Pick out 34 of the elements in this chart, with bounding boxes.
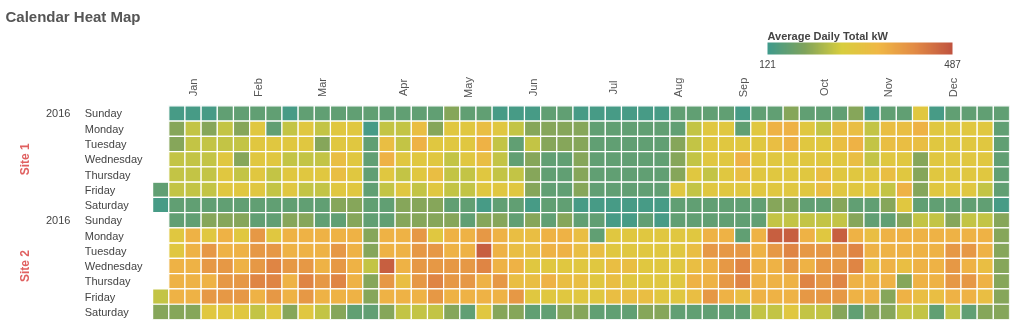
x-tick-label: Mar <box>316 77 329 97</box>
x-tick-label: Apr <box>397 78 410 97</box>
x-tick-label: Jan <box>187 78 200 97</box>
y-tick-label: Wednesday <box>84 153 144 166</box>
y-tick-label: Tuesday <box>84 244 127 257</box>
x-tick-label: Nov <box>882 77 895 98</box>
y-tick-label: Thursday <box>84 168 132 181</box>
x-tick-label: Jun <box>526 78 539 97</box>
color-bar-label: 121 <box>759 58 777 70</box>
y-tick-label: Monday <box>84 229 125 242</box>
x-tick-label: May <box>461 76 474 98</box>
text: 2016 <box>45 107 71 120</box>
x-tick-label: Sep <box>736 77 749 98</box>
text: Site 1 <box>17 142 32 176</box>
y-tick-label: Monday <box>84 122 125 135</box>
y-tick-label: Thursday <box>84 275 132 288</box>
y-tick-label: Friday <box>84 290 116 303</box>
y-tick-label: Wednesday <box>84 260 144 273</box>
x-tick-label: Aug <box>672 77 685 98</box>
color-bar-title: Average Daily Total kW <box>767 29 889 42</box>
chart-title: Calendar Heat Map <box>5 7 141 25</box>
color-bar-label: 487 <box>944 58 962 70</box>
y-tick-label: Sunday <box>84 107 123 120</box>
x-tick-label: Jul <box>607 80 620 95</box>
x-tick-label: Oct <box>817 78 830 97</box>
text: 2016 <box>45 214 71 227</box>
x-tick-label: Dec <box>946 77 959 98</box>
x-tick-label: Feb <box>251 78 264 97</box>
y-tick-label: Saturday <box>84 305 130 318</box>
text: Site 2 <box>17 249 32 283</box>
y-tick-label: Friday <box>84 183 116 196</box>
y-tick-label: Tuesday <box>84 137 127 150</box>
y-tick-label: Saturday <box>84 199 130 212</box>
y-tick-label: Sunday <box>84 214 123 227</box>
